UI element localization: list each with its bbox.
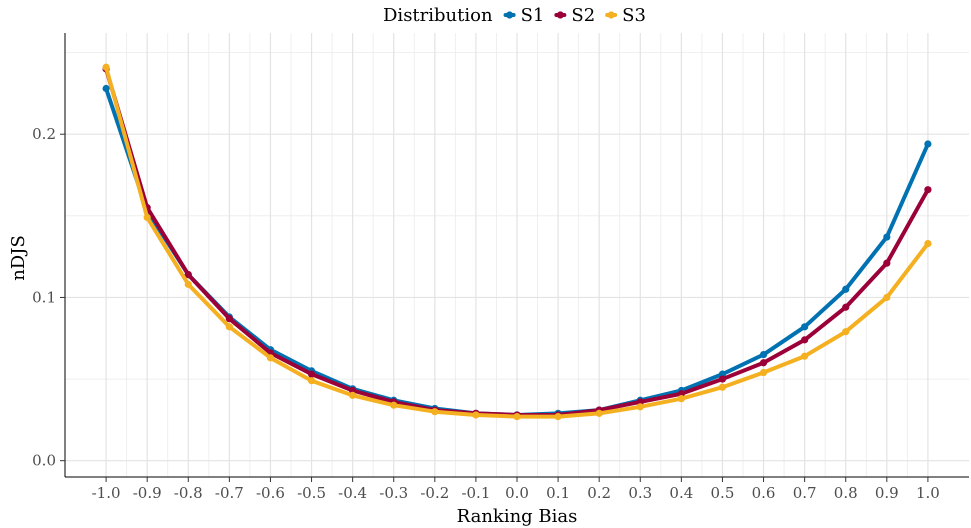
x-tick-label: -0.1 (461, 484, 490, 502)
data-point-s3 (513, 413, 521, 421)
x-tick-label: 0.2 (587, 484, 611, 502)
data-point-s1 (102, 84, 110, 93)
x-tick-label: 0.5 (711, 484, 735, 502)
data-point-s3 (431, 408, 439, 416)
data-point-s3 (801, 352, 809, 360)
x-tick-label: -0.9 (133, 484, 162, 502)
x-tick-label: -1.0 (92, 484, 121, 502)
data-point-s2 (184, 270, 192, 279)
plot-grid (65, 33, 969, 477)
data-point-s2 (718, 375, 727, 383)
data-point-s2 (924, 186, 932, 194)
legend-swatch-point (556, 11, 564, 19)
x-tick-label: -0.6 (256, 484, 285, 502)
legend: Distribution S1 S2 S3 (383, 5, 646, 26)
data-point-s2 (225, 315, 233, 323)
legend-key-s1: S1 (503, 5, 545, 26)
data-point-s3 (102, 63, 110, 71)
data-point-s2 (801, 336, 809, 344)
data-point-s3 (595, 409, 603, 417)
data-point-s3 (266, 354, 275, 362)
x-tick-label: 0.8 (834, 484, 858, 502)
y-tick-label: 0.1 (32, 288, 56, 306)
legend-title: Distribution (383, 5, 493, 26)
data-point-s3 (143, 213, 151, 222)
data-point-s1 (842, 285, 850, 293)
data-point-s2 (307, 370, 316, 378)
data-point-s3 (349, 391, 357, 399)
legend-key-s2: S2 (554, 5, 595, 26)
data-point-s3 (718, 383, 727, 391)
axes (60, 33, 969, 482)
data-point-s2 (842, 303, 850, 311)
tick-labels: -1.0 -0.9 -0.8 -0.7 -0.6 -0.5 -0.4 -0.3 -0.2 -0.1… (32, 125, 940, 502)
legend-key-s3: S3 (605, 5, 646, 26)
data-point-s1 (883, 233, 891, 241)
data-point-s3 (554, 413, 562, 421)
x-tick-label: 0.7 (793, 484, 817, 502)
data-point-s3 (759, 368, 768, 377)
x-tick-label: -0.8 (174, 484, 203, 502)
x-tick-label: -0.4 (338, 484, 367, 502)
x-tick-label: -0.3 (379, 484, 408, 502)
legend-label: S2 (571, 5, 595, 26)
data-point-s2 (883, 259, 891, 267)
legend-swatch-point (505, 11, 514, 19)
y-axis-title: nDJS (8, 235, 29, 281)
x-axis-title: Ranking Bias (457, 506, 578, 527)
x-tick-label: 0.9 (875, 484, 899, 502)
data-point-s1 (801, 323, 809, 331)
data-point-s3 (472, 411, 480, 419)
y-tick-label: 0.0 (32, 452, 56, 470)
data-point-s3 (636, 403, 644, 411)
data-point-s3 (225, 323, 233, 331)
data-point-s3 (924, 239, 932, 248)
legend-label: S1 (521, 5, 545, 26)
y-tick-label: 0.2 (32, 125, 56, 143)
data-point-s3 (307, 377, 316, 385)
x-tick-label: 0.0 (505, 484, 529, 502)
data-point-s3 (184, 280, 192, 288)
x-tick-label: 0.6 (752, 484, 776, 502)
x-tick-label: 0.1 (546, 484, 570, 502)
data-point-s3 (883, 293, 891, 302)
x-tick-label: 1.0 (916, 484, 940, 502)
x-tick-label: 0.3 (628, 484, 652, 502)
data-point-s1 (924, 140, 932, 148)
x-tick-label: -0.7 (215, 484, 244, 502)
data-point-s2 (759, 359, 768, 367)
data-point-s1 (759, 350, 768, 359)
legend-swatch-point (607, 11, 615, 19)
data-point-s3 (677, 395, 685, 403)
x-tick-label: -0.2 (420, 484, 449, 502)
legend-label: S3 (622, 5, 646, 26)
series-s3 (102, 63, 932, 421)
data-point-s3 (842, 328, 850, 336)
data-point-s3 (390, 401, 398, 409)
x-tick-label: 0.4 (669, 484, 693, 502)
series-layer (102, 63, 932, 421)
x-tick-label: -0.5 (297, 484, 326, 502)
